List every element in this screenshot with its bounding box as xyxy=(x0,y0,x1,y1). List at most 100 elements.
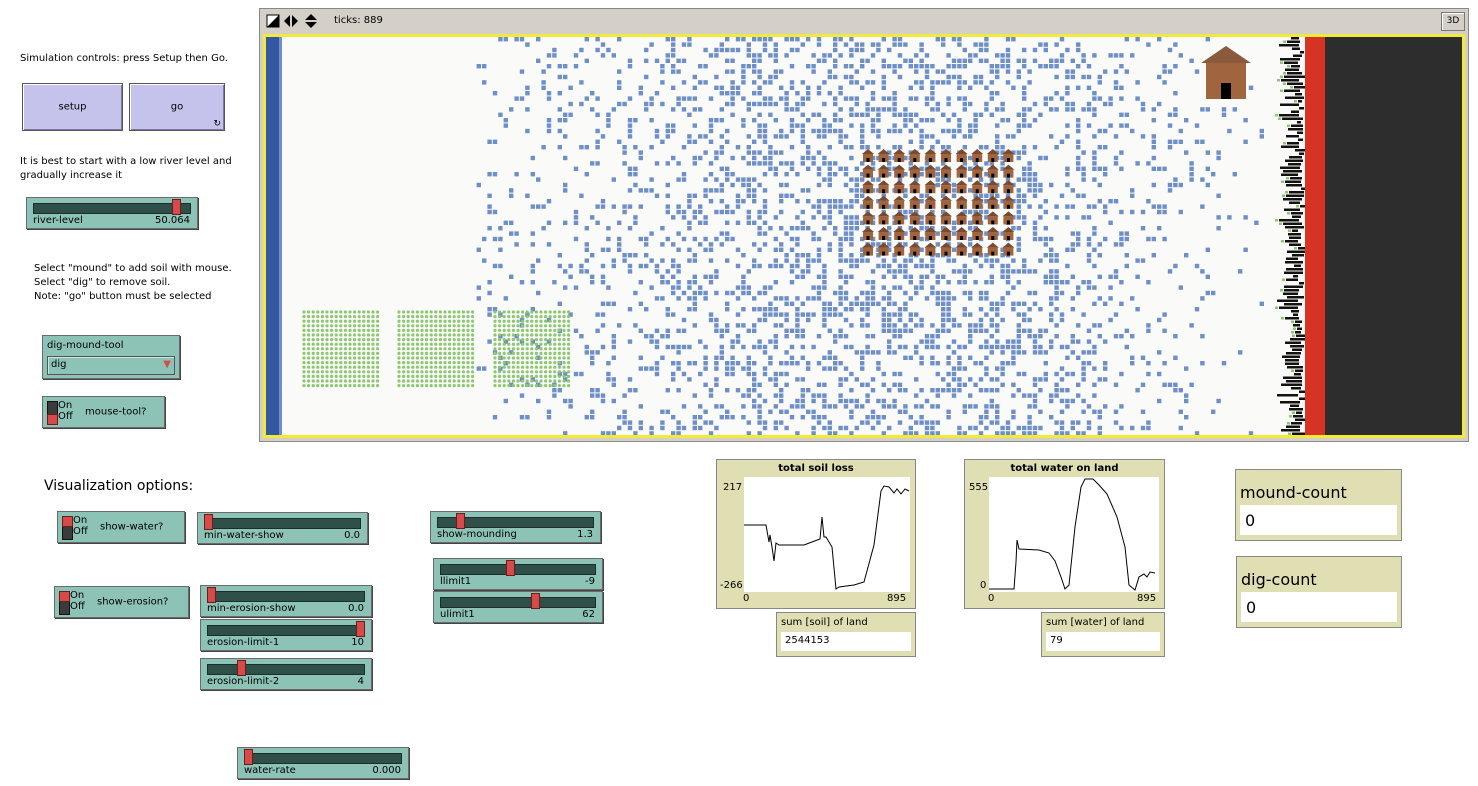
erosion-limit-2-slider[interactable]: erosion-limit-2 4 xyxy=(200,658,372,690)
plot-area xyxy=(989,477,1159,592)
plot-x-max: 895 xyxy=(1137,593,1157,604)
switch-knob xyxy=(59,591,70,602)
ulimit1-slider[interactable]: ulimit1 62 xyxy=(433,591,603,623)
dig-count-monitor: dig-count 0 xyxy=(1236,556,1402,628)
view-toolbar: ticks: 889 3D xyxy=(260,9,1468,33)
switch-off-label: Off xyxy=(73,526,88,537)
slider-track xyxy=(440,597,596,608)
monitor-label: dig-count xyxy=(1241,570,1317,589)
slider-label: ulimit1 xyxy=(440,609,475,620)
slider-track xyxy=(204,518,361,529)
switch-label: show-erosion? xyxy=(97,596,169,608)
switch-on-label: On xyxy=(70,590,85,601)
plot-y-max: 555 xyxy=(969,482,989,493)
slider-knob[interactable] xyxy=(207,587,216,603)
monitor-value-box: 0 xyxy=(1241,592,1397,622)
mouse-tool-switch[interactable]: On Off mouse-tool? xyxy=(42,396,165,428)
plot-y-max: 217 xyxy=(723,482,743,493)
plot-title: total soil loss xyxy=(778,463,854,474)
slider-label: water-rate xyxy=(244,765,296,776)
chooser-label: dig-mound-tool xyxy=(47,340,124,351)
slider-value: 10 xyxy=(351,637,364,648)
sum-water-monitor: sum [water] of land 79 xyxy=(1041,612,1165,657)
plot-y-min: -266 xyxy=(720,580,743,591)
mound-count-monitor: mound-count 0 xyxy=(1235,469,1402,541)
view-edit-icons[interactable] xyxy=(266,14,324,28)
show-erosion-switch[interactable]: On Off show-erosion? xyxy=(54,586,189,618)
slider-knob[interactable] xyxy=(204,514,213,530)
go-button[interactable]: go ↻ xyxy=(129,83,225,131)
dark-strip xyxy=(1325,37,1462,435)
monitor-value-box: 79 xyxy=(1046,632,1160,651)
view-3d-button[interactable]: 3D xyxy=(1441,12,1465,31)
plot-x-max: 895 xyxy=(887,593,907,604)
switch-on-label: On xyxy=(58,400,73,411)
slider-value: -9 xyxy=(585,576,595,587)
total-water-plot: total water on land 555 0 0 895 xyxy=(964,459,1165,609)
slider-label: erosion-limit-2 xyxy=(207,676,280,687)
chooser-value: dig xyxy=(51,359,67,370)
river-level-slider[interactable]: river-level 50.064 xyxy=(26,197,198,229)
slider-knob[interactable] xyxy=(356,621,365,637)
water-rate-slider[interactable]: water-rate 0.000 xyxy=(237,747,409,779)
slider-track xyxy=(437,517,594,528)
erosion-limit-1-slider[interactable]: erosion-limit-1 10 xyxy=(200,619,372,651)
slider-knob[interactable] xyxy=(506,560,516,576)
river-tip-note: It is best to start with a low river lev… xyxy=(20,156,232,181)
slider-knob[interactable] xyxy=(171,199,181,215)
slider-track xyxy=(207,664,365,675)
slider-track xyxy=(440,564,596,575)
ticks-counter: ticks: 889 xyxy=(334,15,383,26)
plot-x-min: 0 xyxy=(743,593,750,604)
slider-knob[interactable] xyxy=(236,660,246,676)
slider-label: llimit1 xyxy=(440,576,472,587)
plot-x-min: 0 xyxy=(988,593,995,604)
slider-knob[interactable] xyxy=(531,593,541,609)
world-view-frame: ticks: 889 3D xyxy=(259,8,1469,442)
mouse-tip-3: Note: "go" button must be selected xyxy=(34,291,212,302)
switch-knob xyxy=(47,414,58,425)
slider-label: min-water-show xyxy=(204,530,284,541)
min-water-show-slider[interactable]: min-water-show 0.0 xyxy=(197,512,368,544)
farmhouse-icon xyxy=(1201,46,1251,99)
slider-value: 0.0 xyxy=(348,603,364,614)
slider-value: 0.0 xyxy=(344,530,360,541)
slider-label: river-level xyxy=(33,215,83,226)
monitor-value: 0 xyxy=(1246,598,1257,617)
slider-knob[interactable] xyxy=(456,513,466,529)
world-canvas[interactable] xyxy=(266,37,1462,435)
river-edge xyxy=(279,37,282,435)
slider-track xyxy=(33,203,191,214)
setup-label: setup xyxy=(58,101,87,113)
chooser-dropdown[interactable]: dig ▼ xyxy=(47,356,175,375)
slider-track xyxy=(207,625,365,636)
water-line xyxy=(989,478,1156,591)
slider-knob[interactable] xyxy=(244,749,253,765)
forever-icon: ↻ xyxy=(213,119,221,129)
monitor-value: 2544153 xyxy=(785,635,830,646)
slider-track xyxy=(244,753,402,764)
setup-button[interactable]: setup xyxy=(22,83,123,131)
switch-label: mouse-tool? xyxy=(85,406,147,418)
slider-track xyxy=(207,591,365,602)
slider-label: erosion-limit-1 xyxy=(207,637,280,648)
show-water-switch[interactable]: On Off show-water? xyxy=(57,511,185,543)
river-strip xyxy=(266,37,279,435)
slider-value: 0.000 xyxy=(372,765,401,776)
monitor-label: sum [soil] of land xyxy=(781,617,868,628)
llimit1-slider[interactable]: llimit1 -9 xyxy=(433,558,603,590)
plot-area xyxy=(744,477,910,592)
slider-label: show-mounding xyxy=(437,529,517,540)
slider-value: 1.3 xyxy=(577,529,593,540)
slider-label: min-erosion-show xyxy=(207,603,296,614)
min-erosion-show-slider[interactable]: min-erosion-show 0.0 xyxy=(200,585,372,617)
slider-value: 50.064 xyxy=(155,215,190,226)
dropdown-arrow-icon: ▼ xyxy=(163,359,171,370)
show-mounding-slider[interactable]: show-mounding 1.3 xyxy=(430,511,601,543)
soil-loss-line xyxy=(744,485,910,590)
plot-y-min: 0 xyxy=(980,580,987,591)
mouse-tip-1: Select "mound" to add soil with mouse. xyxy=(34,263,232,274)
slider-value: 62 xyxy=(582,609,595,620)
dig-mound-tool-chooser[interactable]: dig-mound-tool dig ▼ xyxy=(42,335,180,379)
slider-value: 4 xyxy=(357,676,364,687)
